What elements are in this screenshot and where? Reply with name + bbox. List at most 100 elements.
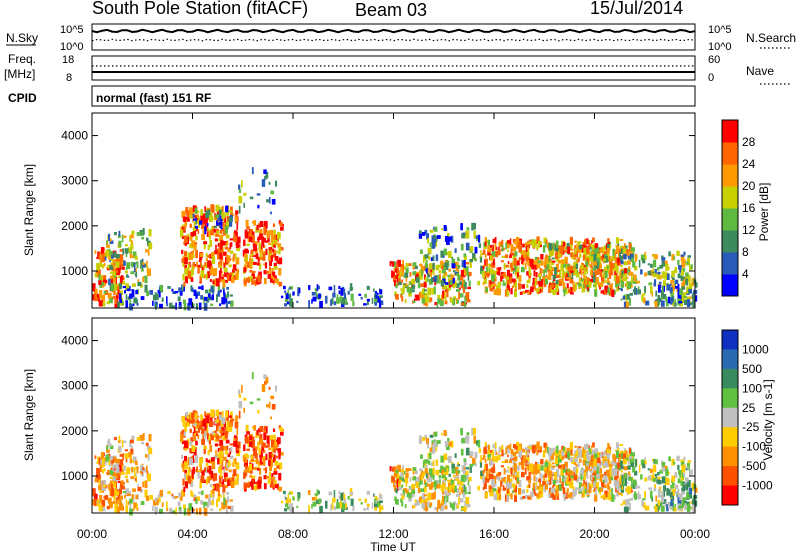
power-echo <box>408 263 412 266</box>
velocity-echo <box>378 505 382 513</box>
power-echo <box>107 235 109 240</box>
velocity-echo <box>458 492 461 496</box>
velocity-echo <box>433 491 436 500</box>
power-echo <box>206 223 209 227</box>
power-echo <box>421 289 424 294</box>
power-echo <box>182 216 187 222</box>
power-echo <box>198 222 201 228</box>
velocity-echo <box>644 456 646 462</box>
power-echo <box>627 260 631 265</box>
power-echo <box>442 290 446 299</box>
power-echo <box>683 251 686 256</box>
power-echo <box>203 240 206 248</box>
power-echo <box>343 293 347 299</box>
power-echo <box>527 291 530 295</box>
velocity-echo <box>255 458 259 465</box>
power-echo <box>250 266 253 269</box>
velocity-echo <box>194 447 198 450</box>
ytick-label: 4000 <box>61 129 88 143</box>
power-echo <box>174 291 179 294</box>
power-echo <box>200 270 205 278</box>
velocity-echo <box>683 473 686 477</box>
power-echo <box>257 257 260 265</box>
velocity-echo <box>460 481 464 486</box>
velocity-echo <box>274 439 277 445</box>
velocity-echo <box>669 505 673 510</box>
power-echo <box>145 237 149 242</box>
power-echo <box>120 259 124 264</box>
velocity-echo <box>546 481 550 485</box>
velocity-echo <box>118 445 122 453</box>
velocity-echo <box>423 479 426 485</box>
velocity-echo <box>285 497 287 500</box>
power-echo <box>557 259 562 264</box>
power-echo <box>242 249 247 257</box>
power-echo <box>632 272 634 276</box>
velocity-echo <box>418 480 421 488</box>
velocity-echo <box>669 502 674 507</box>
power-echo <box>550 283 555 288</box>
velocity-echo <box>506 474 510 482</box>
power-echo <box>125 300 129 308</box>
power-echo <box>660 289 665 298</box>
velocity-echo <box>414 503 418 506</box>
velocity-echo <box>456 504 459 509</box>
velocity-echo <box>574 450 577 457</box>
velocity-echo <box>205 494 209 499</box>
velocity-echo <box>610 489 612 497</box>
power-echo <box>98 300 103 307</box>
velocity-echo <box>217 419 221 427</box>
velocity-echo <box>204 411 206 418</box>
velocity-echo <box>460 448 464 456</box>
velocity-echo <box>687 494 690 500</box>
power-echo <box>516 269 520 274</box>
velocity-echo <box>666 489 671 496</box>
velocity-echo <box>257 462 260 470</box>
velocity-echo <box>570 449 573 456</box>
power-echo <box>411 284 416 289</box>
power-echo <box>112 277 117 283</box>
power-echo <box>503 282 506 286</box>
power-echo <box>594 289 598 297</box>
power-echo <box>420 294 425 299</box>
power-echo <box>400 288 404 291</box>
power-echo <box>122 286 126 289</box>
velocity-echo <box>563 495 566 502</box>
velocity-echo <box>199 425 203 430</box>
velocity-echo <box>366 503 370 507</box>
power-echo <box>421 297 425 304</box>
power-echo <box>577 283 582 287</box>
power-echo <box>468 280 471 287</box>
power-echo <box>437 298 441 304</box>
power-echo <box>405 283 408 287</box>
power-echo <box>566 283 569 289</box>
velocity-echo <box>218 414 222 421</box>
power-echo <box>683 295 687 298</box>
velocity-echo <box>619 457 621 463</box>
power-echo <box>615 260 618 265</box>
velocity-echo <box>207 449 210 456</box>
velocity-echo <box>685 477 689 482</box>
velocity-echo <box>264 467 268 474</box>
velocity-echo <box>611 461 615 465</box>
velocity-echo <box>236 473 240 479</box>
velocity-echo <box>118 471 121 475</box>
velocity-echo <box>183 431 186 437</box>
power-echo <box>539 285 544 293</box>
power-echo <box>249 263 253 269</box>
power-echo <box>266 230 270 239</box>
power-echo <box>694 282 698 288</box>
velocity-echo <box>556 493 560 500</box>
power-echo <box>103 291 107 294</box>
power-echo <box>115 253 120 259</box>
power-echo <box>205 297 210 303</box>
velocity-echo <box>663 485 666 492</box>
velocity-echo <box>145 454 148 458</box>
power-echo <box>178 304 182 309</box>
power-echo <box>583 247 587 255</box>
power-echo <box>612 251 615 257</box>
velocity-echo <box>427 492 431 501</box>
power-echo <box>119 276 123 284</box>
velocity-echo <box>590 448 592 453</box>
